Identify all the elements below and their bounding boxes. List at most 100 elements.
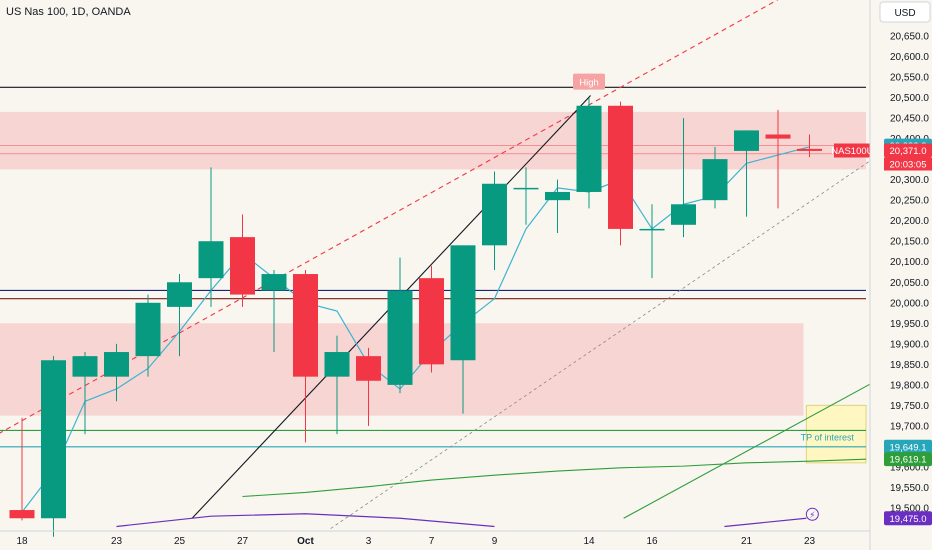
price-tag-box-2 [884, 439, 932, 454]
price-tick-label: 19,600.0 [890, 462, 929, 473]
trendlines [0, 0, 873, 529]
candle-9[interactable] [293, 269, 318, 443]
price-tag-box-1 [884, 143, 932, 158]
candle-body [513, 187, 539, 190]
candle-body [293, 274, 318, 377]
candle-body [198, 241, 224, 279]
price-tick-label: 20,250.0 [890, 196, 929, 207]
candle-body [545, 191, 570, 201]
candle-15[interactable] [482, 171, 507, 270]
candle-body [167, 282, 192, 307]
candle-body [608, 105, 633, 229]
currency-label: USD [894, 8, 915, 19]
candle-22[interactable] [702, 146, 728, 209]
trendline-3 [623, 382, 873, 519]
price-tag-box-3 [884, 452, 932, 467]
candle-body [450, 245, 476, 361]
price-tick-label: 20,650.0 [890, 32, 929, 43]
candle-8[interactable] [261, 269, 287, 353]
price-tag-label-1: 20,371.0 [890, 146, 927, 157]
price-tick-label: 20,450.0 [890, 114, 929, 125]
price-axis[interactable]: 20,650.0 20,600.0 20,550.0 20,500.0 20,450.0… [869, 0, 932, 550]
candle-14[interactable] [450, 245, 476, 414]
candle-16[interactable] [513, 167, 539, 225]
price-tick-label: 20,500.0 [890, 93, 929, 104]
candle-0[interactable] [9, 417, 35, 521]
candle-25[interactable] [797, 134, 822, 158]
candle-body [797, 148, 822, 151]
candle-1[interactable] [41, 356, 66, 537]
high-tag-label: High [579, 78, 599, 89]
candlesticks[interactable] [9, 97, 823, 537]
high-tag-box [573, 73, 605, 90]
time-tick-label: 7 [429, 536, 435, 547]
candle-10[interactable] [324, 335, 350, 435]
candle-20[interactable] [639, 204, 665, 279]
candle-21[interactable] [671, 118, 696, 238]
candle-4[interactable] [135, 294, 161, 377]
price-tick-label: 19,700.0 [890, 421, 929, 432]
price-tick-label: 19,550.0 [890, 483, 929, 494]
flash-glyph: ⚡ [809, 510, 815, 520]
candle-17[interactable] [545, 179, 570, 234]
candle-19[interactable] [608, 101, 633, 246]
candle-2[interactable] [72, 352, 98, 435]
tp-label: TP of interest [801, 432, 855, 442]
price-tick-label: 20,600.0 [890, 52, 929, 63]
purple-curve-right [724, 517, 807, 528]
price-tick-label: 20,300.0 [890, 175, 929, 186]
candle-body [230, 237, 255, 295]
time-tick-label: 23 [804, 536, 816, 547]
candle-body [9, 510, 35, 519]
candle-5[interactable] [167, 274, 192, 357]
ma-long-line [242, 458, 867, 498]
candle-11[interactable] [356, 347, 381, 426]
candle-body [419, 278, 444, 365]
time-tick-label: 9 [492, 536, 498, 547]
candle-18[interactable] [576, 97, 602, 209]
chart-title: US Nas 100, 1D, OANDA [6, 6, 131, 18]
price-tick-label: 20,100.0 [890, 257, 929, 268]
price-tick-label: 19,800.0 [890, 380, 929, 391]
candle-24[interactable] [765, 109, 791, 209]
candle-body [324, 352, 350, 377]
candle-body [482, 183, 507, 246]
candle-7[interactable] [230, 214, 255, 307]
candle-3[interactable] [104, 343, 129, 402]
price-tick-label: 20,050.0 [890, 278, 929, 289]
time-axis[interactable]: 18 23 25 27 Oct 3 7 9 14 16 21 23 [0, 530, 870, 547]
price-tick-label: 19,950.0 [890, 319, 929, 330]
time-tick-label: Oct [297, 536, 314, 547]
candle-body [135, 302, 161, 357]
price-tag-label-3: 19,619.1 [890, 455, 927, 466]
candle-6[interactable] [198, 167, 224, 307]
time-tick-label: 18 [16, 536, 28, 547]
countdown-box [884, 157, 932, 171]
candle-body [261, 274, 287, 291]
candle-body [639, 228, 665, 231]
candle-body [702, 159, 728, 201]
candle-body [765, 134, 791, 139]
currency-button[interactable]: USD [879, 1, 931, 23]
candle-12[interactable] [387, 257, 413, 394]
price-tick-label: 19,750.0 [890, 401, 929, 412]
candle-body [671, 204, 696, 225]
candle-13[interactable] [419, 265, 444, 373]
price-tick-label: 19,900.0 [890, 339, 929, 350]
time-tick-label: 21 [741, 536, 753, 547]
purple-curve [116, 513, 495, 528]
price-tick-label: 20,200.0 [890, 216, 929, 227]
candle-body [576, 105, 602, 192]
trendline-2 [330, 158, 873, 529]
time-tick-label: 16 [646, 536, 658, 547]
candle-23[interactable] [734, 130, 759, 217]
price-tick-label: 19,850.0 [890, 360, 929, 371]
flash-icon [805, 507, 819, 521]
candle-body [72, 356, 98, 377]
time-tick-label: 3 [366, 536, 372, 547]
candle-body [104, 352, 129, 377]
price-tick-label: 20,550.0 [890, 73, 929, 84]
price-tag-label-2: 19,649.1 [890, 442, 927, 453]
price-tag-box-4 [884, 511, 932, 526]
